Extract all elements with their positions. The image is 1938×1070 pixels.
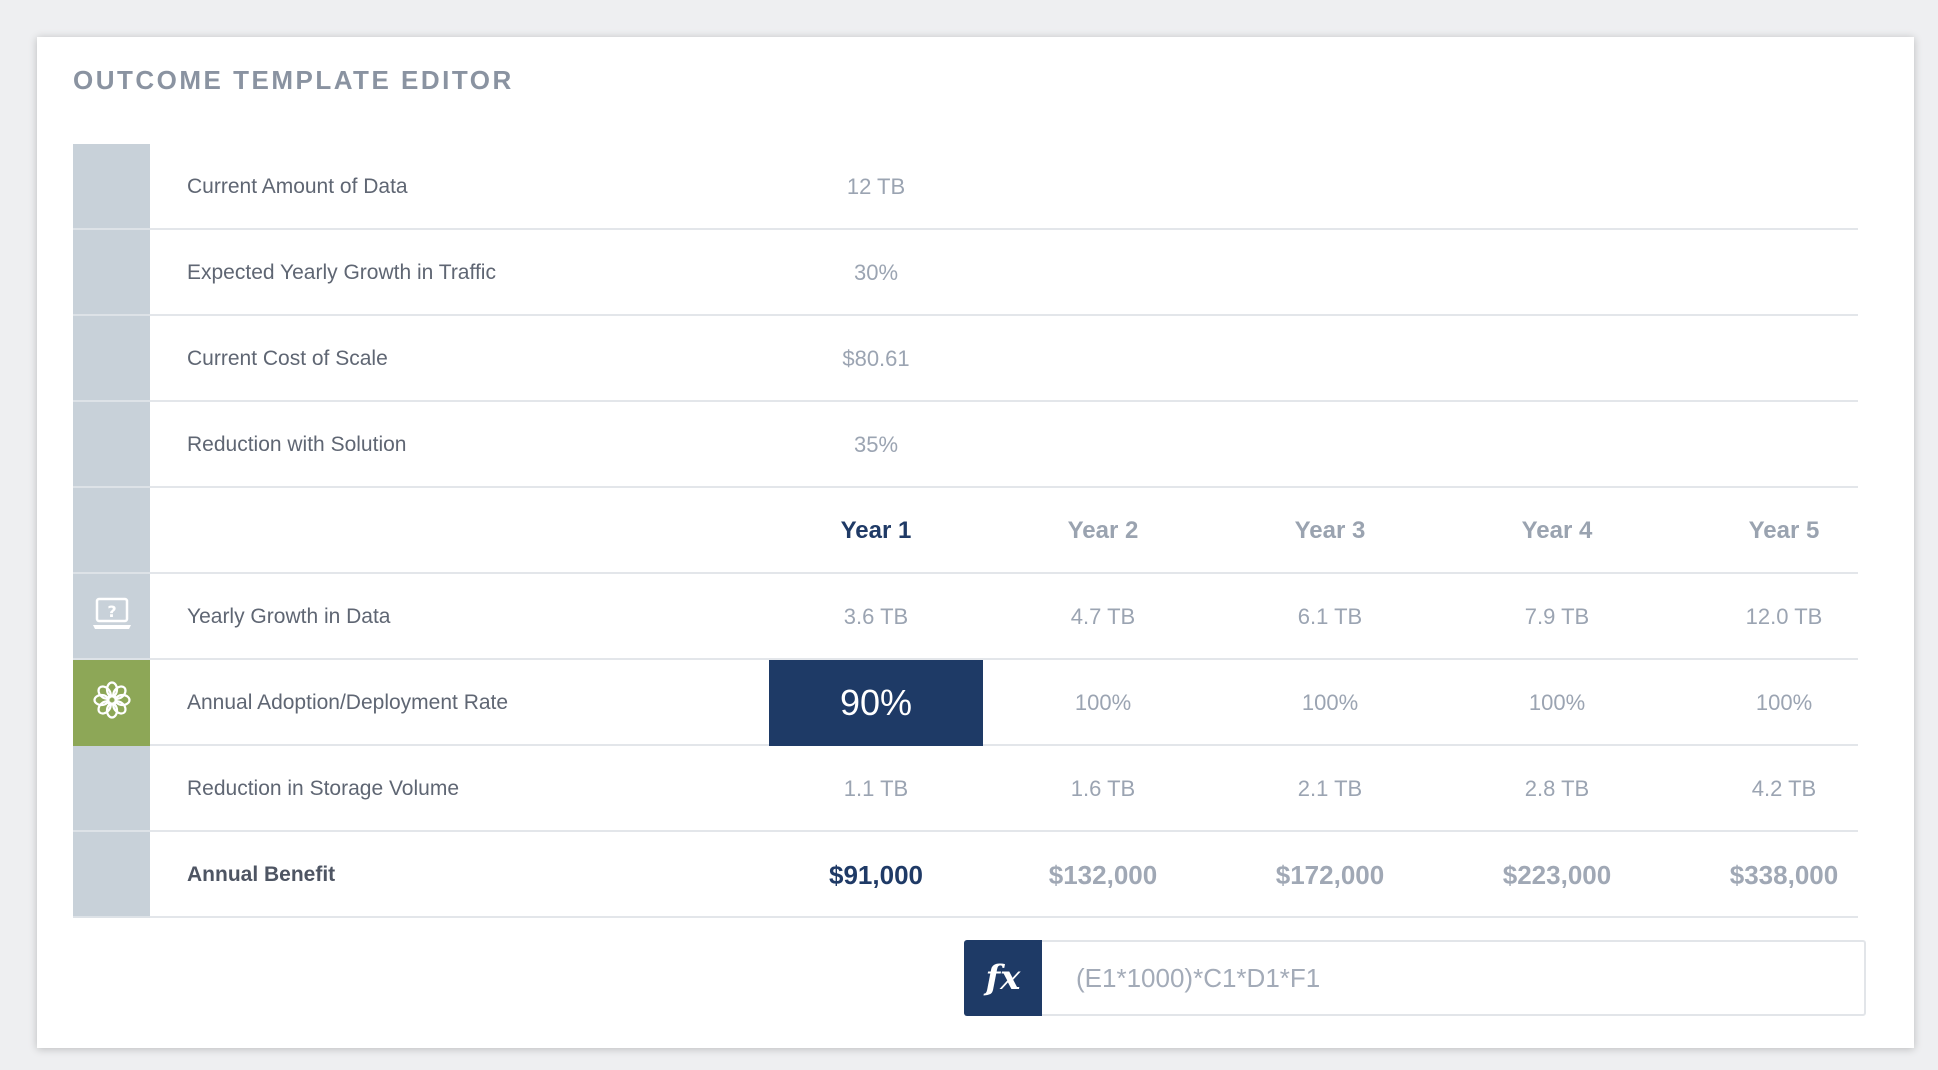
total-cell[interactable]: $172,000 [1275, 859, 1385, 890]
laptop-question-icon: ? [92, 597, 132, 636]
selected-value-cell[interactable]: 90% [769, 660, 983, 746]
row-gutter [73, 402, 150, 488]
input-row-cost-of-scale: Current Cost of Scale $80.61 [73, 316, 1858, 402]
input-value[interactable]: 12 TB [846, 174, 906, 199]
value-cell[interactable]: 100% [1755, 690, 1813, 715]
editor-title: OUTCOME TEMPLATE EDITOR [73, 65, 514, 95]
row-gutter [73, 746, 150, 832]
value-cell[interactable]: 7.9 TB [1524, 604, 1590, 629]
input-label: Current Cost of Scale [187, 347, 388, 370]
outcome-template-editor: OUTCOME TEMPLATE EDITOR Current Amount o… [37, 37, 1914, 1048]
row-gutter [73, 832, 150, 918]
total-cell[interactable]: $132,000 [1048, 859, 1158, 890]
value-cell[interactable]: 1.6 TB [1070, 776, 1136, 801]
value-cell[interactable]: 4.7 TB [1070, 604, 1136, 629]
value-cell[interactable]: 4.2 TB [1751, 776, 1817, 801]
value-cell[interactable]: 6.1 TB [1297, 604, 1363, 629]
year-header[interactable]: Year 2 [1067, 517, 1139, 544]
year-header[interactable]: Year 5 [1748, 517, 1820, 544]
input-label: Expected Yearly Growth in Traffic [187, 261, 496, 284]
input-row-growth-traffic: Expected Yearly Growth in Traffic 30% [73, 230, 1858, 316]
input-row-reduction-solution: Reduction with Solution 35% [73, 402, 1858, 488]
row-label: Annual Adoption/Deployment Rate [187, 691, 509, 714]
row-gutter-active [73, 660, 150, 746]
row-storage-reduction: Reduction in Storage Volume 1.1 TB 1.6 T… [73, 746, 1858, 832]
row-adoption-rate: Annual Adoption/Deployment Rate 90% 100%… [73, 660, 1858, 746]
formula-input[interactable]: (E1*1000)*C1*D1*F1 [1076, 962, 1321, 993]
outcome-table: Current Amount of Data 12 TB Expected Ye… [73, 144, 1858, 918]
row-gutter [73, 316, 150, 402]
year-header[interactable]: Year 1 [840, 517, 912, 544]
row-gutter [73, 144, 150, 230]
year-header-row: Year 1 Year 2 Year 3 Year 4 Year 5 [73, 488, 1858, 574]
row-label: Reduction in Storage Volume [187, 777, 460, 800]
value-cell[interactable]: 1.1 TB [843, 776, 909, 801]
input-value[interactable]: $80.61 [842, 346, 910, 371]
row-label: Yearly Growth in Data [187, 605, 391, 628]
input-value[interactable]: 30% [853, 260, 899, 285]
flower-icon [92, 680, 132, 725]
row-yearly-growth: ? Yearly Growth in Data 3.6 TB 4.7 TB 6.… [73, 574, 1858, 660]
formula-bar[interactable]: fx (E1*1000)*C1*D1*F1 [964, 940, 1866, 1016]
row-gutter [73, 230, 150, 316]
total-cell[interactable]: $91,000 [829, 859, 923, 890]
value-cell[interactable]: 12.0 TB [1745, 604, 1823, 629]
row-gutter [73, 488, 150, 574]
input-label: Current Amount of Data [187, 175, 408, 198]
row-annual-benefit: Annual Benefit $91,000 $132,000 $172,000… [73, 832, 1858, 918]
fx-icon: fx [964, 940, 1042, 1016]
input-value[interactable]: 35% [853, 432, 899, 457]
value-cell[interactable]: 2.8 TB [1524, 776, 1590, 801]
value-cell[interactable]: 100% [1074, 690, 1132, 715]
total-cell[interactable]: $338,000 [1729, 859, 1839, 890]
year-header[interactable]: Year 4 [1521, 517, 1593, 544]
svg-text:?: ? [107, 602, 116, 621]
value-cell[interactable]: 100% [1528, 690, 1586, 715]
row-gutter: ? [73, 574, 150, 660]
year-header[interactable]: Year 3 [1294, 517, 1366, 544]
value-cell[interactable]: 3.6 TB [843, 604, 909, 629]
input-row-current-amount: Current Amount of Data 12 TB [73, 144, 1858, 230]
value-cell[interactable]: 2.1 TB [1297, 776, 1363, 801]
total-cell[interactable]: $223,000 [1502, 859, 1612, 890]
row-label: Annual Benefit [187, 863, 336, 886]
value-cell[interactable]: 100% [1301, 690, 1359, 715]
input-label: Reduction with Solution [187, 433, 407, 456]
